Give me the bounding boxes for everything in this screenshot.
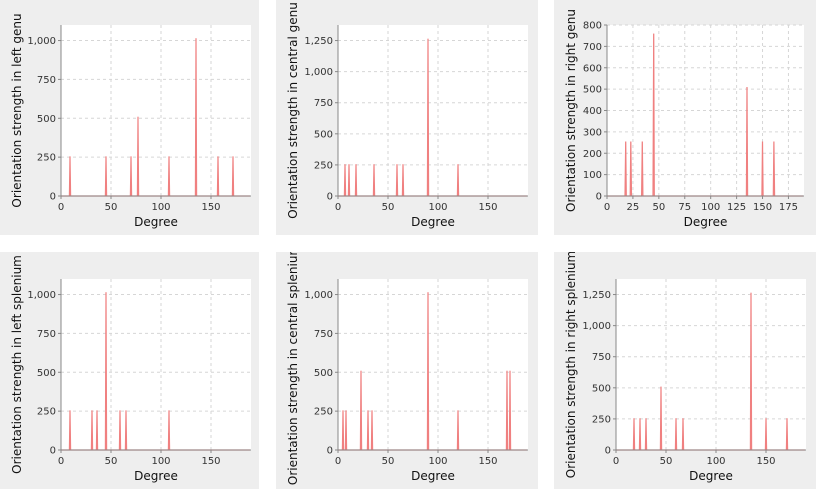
y-tick-label: 250 (592, 414, 611, 425)
x-axis-title: Degree (411, 469, 455, 483)
y-tick-label: 1,250 (582, 290, 611, 301)
y-tick-label: 0 (50, 446, 56, 457)
y-tick-label: 500 (592, 383, 611, 394)
y-tick-label: 750 (314, 98, 333, 109)
y-tick-label: 750 (37, 75, 56, 86)
chart-svg: 0 25 50 75 100 125 150 175 0 100 200 300 400 500 600 70… (564, 9, 804, 229)
y-tick-label: 250 (37, 153, 56, 164)
y-tick-label: 1,000 (27, 36, 56, 47)
x-axis-title: Degree (134, 215, 178, 229)
y-tick-label: 0 (596, 192, 602, 203)
x-tick-label: 150 (478, 456, 497, 467)
y-axis-title: Orientation strength in central genu (286, 2, 300, 219)
y-axis-title: Orientation strength in left genu (10, 13, 24, 207)
y-tick-label: 500 (314, 129, 333, 140)
x-tick-label: 0 (613, 456, 619, 467)
x-tick-label: 25 (627, 202, 640, 213)
chart-panel-left-splenium: 0 50 100 150 0 250 500 750 1,000 Degree Orientatio… (0, 252, 259, 489)
y-tick-label: 1,000 (304, 67, 333, 78)
x-tick-label: 100 (151, 456, 170, 467)
y-tick-label: 1,000 (582, 321, 611, 332)
y-tick-label: 500 (314, 368, 333, 379)
y-tick-label: 0 (605, 446, 611, 457)
y-tick-label: 250 (314, 160, 333, 171)
y-tick-label: 1,000 (27, 290, 56, 301)
y-tick-label: 250 (314, 407, 333, 418)
x-axis-title: Degree (684, 215, 728, 229)
chart-svg: 0 50 100 150 0 250 500 750 1,000 1,250 Degree Orien… (564, 252, 806, 483)
x-axis-title: Degree (134, 469, 178, 483)
x-tick-label: 0 (604, 202, 610, 213)
x-tick-label: 150 (201, 456, 220, 467)
x-axis-title: Degree (689, 469, 733, 483)
y-tick-label: 400 (583, 106, 602, 117)
y-tick-label: 750 (314, 329, 333, 340)
plot-area (338, 25, 528, 196)
chart-svg: 0 50 100 150 0 250 500 750 1,000 1,250 Degree Orien… (286, 2, 528, 229)
chart-svg: 0 50 100 150 0 250 500 750 1,000 Degree Orientatio… (10, 13, 251, 229)
x-tick-label: 150 (201, 202, 220, 213)
x-tick-label: 100 (151, 202, 170, 213)
x-tick-label: 50 (105, 456, 118, 467)
chart-panel-central-genu: 0 50 100 150 0 250 500 750 1,000 1,250 Degree Orien… (276, 0, 538, 235)
x-tick-label: 150 (478, 202, 497, 213)
x-tick-label: 150 (753, 202, 772, 213)
y-axis-title: Orientation strength in central splenium (286, 252, 300, 485)
y-tick-label: 500 (37, 368, 56, 379)
y-tick-label: 1,000 (304, 290, 333, 301)
x-tick-label: 150 (756, 456, 775, 467)
y-tick-label: 1,250 (304, 36, 333, 47)
y-tick-label: 700 (583, 42, 602, 53)
x-tick-label: 50 (660, 456, 673, 467)
y-tick-label: 750 (592, 352, 611, 363)
x-axis-title: Degree (411, 215, 455, 229)
x-tick-label: 0 (58, 456, 64, 467)
y-tick-label: 100 (583, 170, 602, 181)
chart-panel-right-splenium: 0 50 100 150 0 250 500 750 1,000 1,250 Degree Orien… (554, 252, 816, 489)
chart-panel-left-genu: 0 50 100 150 0 250 500 750 1,000 Degree Orientatio… (0, 0, 259, 235)
y-tick-label: 250 (37, 407, 56, 418)
plot-area (616, 279, 806, 450)
x-tick-label: 100 (428, 456, 447, 467)
y-axis-title: Orientation strength in left splenium (10, 255, 24, 474)
y-tick-label: 300 (583, 127, 602, 138)
x-tick-label: 50 (382, 456, 395, 467)
plot-area (61, 279, 251, 450)
chart-svg: 0 50 100 150 0 250 500 750 1,000 Degree Orientatio… (10, 255, 251, 483)
y-tick-label: 600 (583, 63, 602, 74)
chart-panel-right-genu: 0 25 50 75 100 125 150 175 0 100 200 300 400 500 600 70… (554, 0, 816, 235)
y-tick-label: 200 (583, 149, 602, 160)
x-tick-label: 0 (335, 456, 341, 467)
x-tick-label: 0 (58, 202, 64, 213)
x-tick-label: 50 (382, 202, 395, 213)
y-tick-label: 500 (583, 85, 602, 96)
x-tick-label: 0 (335, 202, 341, 213)
y-tick-label: 800 (583, 21, 602, 32)
y-tick-label: 750 (37, 329, 56, 340)
y-tick-label: 0 (327, 192, 333, 203)
x-tick-label: 100 (706, 456, 725, 467)
plot-area (61, 25, 251, 196)
x-tick-label: 100 (428, 202, 447, 213)
x-tick-label: 100 (701, 202, 720, 213)
chart-svg: 0 50 100 150 0 250 500 750 1,000 Degree Orientatio… (286, 252, 528, 485)
x-tick-label: 50 (652, 202, 665, 213)
plot-area (338, 279, 528, 450)
y-axis-title: Orientation strength in right splenium (564, 252, 578, 478)
y-axis-title: Orientation strength in right genu (564, 9, 578, 212)
x-tick-label: 75 (678, 202, 691, 213)
x-tick-label: 50 (105, 202, 118, 213)
y-tick-label: 0 (327, 446, 333, 457)
x-tick-label: 175 (779, 202, 798, 213)
y-tick-label: 500 (37, 114, 56, 125)
x-tick-label: 125 (727, 202, 746, 213)
y-tick-label: 0 (50, 192, 56, 203)
chart-panel-central-splenium: 0 50 100 150 0 250 500 750 1,000 Degree Orientatio… (276, 252, 538, 489)
